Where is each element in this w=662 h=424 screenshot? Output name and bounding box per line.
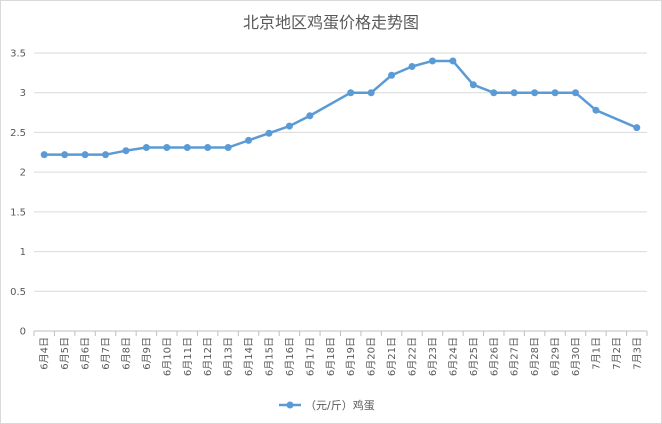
x-tick-label: 6月26日 <box>488 337 500 376</box>
data-point <box>490 89 498 97</box>
x-tick-label: 6月12日 <box>202 337 214 376</box>
x-tick-label: 6月5日 <box>59 337 71 370</box>
legend: （元/斤）鸡蛋 <box>279 398 375 412</box>
chart-title: 北京地区鸡蛋价格走势图 <box>243 13 419 32</box>
data-point <box>306 112 314 120</box>
data-point <box>61 151 69 159</box>
x-tick-label: 6月15日 <box>263 337 275 376</box>
data-point <box>204 144 212 152</box>
y-tick-label: 3 <box>20 88 26 99</box>
legend-label: （元/斤）鸡蛋 <box>305 398 375 412</box>
data-point <box>163 144 171 152</box>
x-tick-label: 6月30日 <box>570 337 582 376</box>
x-tick-label: 6月17日 <box>304 337 316 376</box>
data-point <box>592 106 600 114</box>
x-tick-label: 7月3日 <box>631 337 643 370</box>
data-point <box>388 71 396 79</box>
x-tick-label: 6月20日 <box>366 337 378 376</box>
data-point <box>551 89 559 97</box>
x-tick-label: 6月22日 <box>407 337 419 376</box>
x-tick-label: 6月29日 <box>550 337 562 376</box>
x-tick-label: 6月16日 <box>284 337 296 376</box>
x-tick-label: 6月21日 <box>386 337 398 376</box>
series-line <box>44 59 638 156</box>
y-tick-label: 0 <box>20 327 26 338</box>
data-point <box>285 122 293 130</box>
data-point <box>102 151 110 159</box>
data-point <box>408 63 416 71</box>
y-tick-label: 3.5 <box>10 49 26 60</box>
data-point <box>265 129 273 137</box>
data-point <box>122 147 130 155</box>
data-point <box>40 151 48 159</box>
legend-point-marker <box>286 401 294 409</box>
data-point <box>183 144 191 152</box>
x-tick-label: 7月1日 <box>590 337 602 370</box>
x-tick-label: 6月9日 <box>141 337 153 370</box>
data-point <box>571 89 579 97</box>
series-layer <box>40 57 641 159</box>
x-tick-label: 6月24日 <box>447 337 459 376</box>
x-tick-label: 6月18日 <box>325 337 337 376</box>
x-tick-label: 6月6日 <box>80 337 92 370</box>
data-point <box>510 89 518 97</box>
data-point <box>81 151 89 159</box>
data-point <box>531 89 539 97</box>
data-point <box>469 81 477 89</box>
data-point <box>245 136 253 144</box>
x-tick-label: 6月4日 <box>39 337 51 370</box>
axis-layer: 0 0.5 1 1.5 2 2.5 3 3.5 6月4日 6月5日 6月6日 6月7日 6月8日 6月9日… <box>10 49 648 376</box>
x-tick-label: 6月27日 <box>509 337 521 376</box>
data-point <box>633 124 641 132</box>
y-tick-label: 2.5 <box>10 128 26 139</box>
y-tick-label: 1.5 <box>10 207 26 218</box>
data-point <box>142 144 150 152</box>
y-tick-label: 0.5 <box>10 287 26 298</box>
data-point <box>347 89 355 97</box>
grid-layer <box>34 52 647 292</box>
data-point <box>428 57 436 65</box>
y-tick-label: 1 <box>20 247 26 258</box>
x-tick-label: 6月8日 <box>120 337 132 370</box>
x-tick-label: 6月19日 <box>345 337 357 376</box>
x-tick-label: 6月23日 <box>427 337 439 376</box>
x-tick-label: 7月2日 <box>611 337 623 370</box>
data-point <box>224 144 232 152</box>
x-tick-label: 6月25日 <box>468 337 480 376</box>
x-tick-label: 6月14日 <box>243 337 255 376</box>
x-tick-label: 6月11日 <box>182 337 194 376</box>
y-tick-label: 2 <box>20 168 26 179</box>
x-tick-label: 6月28日 <box>529 337 541 376</box>
x-tick-label: 6月10日 <box>161 337 173 376</box>
x-tick-label: 6月13日 <box>223 337 235 376</box>
x-tick-label: 6月7日 <box>100 337 112 370</box>
data-point <box>449 57 457 65</box>
data-point <box>367 89 375 97</box>
